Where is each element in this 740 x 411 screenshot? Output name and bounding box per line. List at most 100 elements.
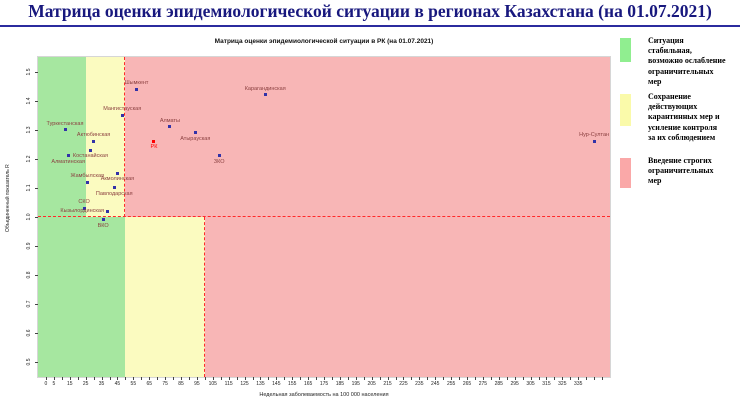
x-tick-label: 0	[44, 381, 48, 387]
x-tick-mark	[435, 377, 437, 380]
x-tick-mark	[411, 377, 413, 380]
data-point-label: Атырауская	[180, 135, 211, 142]
x-tick-mark	[443, 377, 445, 380]
data-point	[152, 139, 156, 143]
x-tick-mark	[188, 377, 190, 380]
x-tick-mark	[427, 377, 429, 380]
x-tick-mark	[339, 377, 341, 380]
x-tick-mark	[212, 377, 214, 380]
data-point	[85, 180, 89, 184]
y-tick-mark	[35, 71, 38, 73]
y-tick-mark	[35, 333, 38, 335]
data-point-label: ЗКО	[213, 158, 225, 165]
x-tick-mark	[347, 377, 349, 380]
x-tick-label: 155	[288, 381, 297, 387]
legend-text-line: мер	[648, 176, 662, 186]
x-tick-label: 245	[431, 381, 440, 387]
x-tick-mark	[363, 377, 365, 380]
x-tick-mark	[69, 377, 71, 380]
data-point-label: РК	[150, 144, 158, 151]
x-tick-label: 55	[130, 381, 137, 387]
data-point-label: Алматы	[159, 117, 180, 124]
zone-green-upper	[38, 57, 86, 217]
data-point	[106, 209, 110, 213]
x-tick-label: 265	[462, 381, 472, 387]
data-point	[63, 128, 67, 132]
x-tick-mark	[268, 377, 270, 380]
x-tick-mark	[538, 377, 540, 380]
x-tick-mark	[522, 377, 524, 380]
x-tick-label: 215	[383, 381, 392, 387]
y-tick-label: 0.5	[26, 358, 32, 366]
legend-text-stable: Ситуация стабильная, возможно ослабление ог…	[648, 36, 726, 87]
x-tick-label: 185	[335, 381, 345, 387]
x-tick-mark	[371, 377, 373, 380]
title-underline	[0, 25, 740, 27]
x-tick-mark	[125, 377, 127, 380]
x-tick-label: 315	[542, 381, 551, 387]
x-tick-mark	[498, 377, 500, 380]
x-tick-mark	[141, 377, 143, 380]
data-point-label: СКО	[78, 199, 90, 206]
x-tick-label: 325	[558, 381, 567, 387]
x-tick-mark	[467, 377, 468, 380]
zone-pink-upper	[125, 57, 610, 217]
x-tick-mark	[204, 377, 206, 380]
x-tick-mark	[570, 377, 572, 380]
x-tick-mark	[459, 377, 461, 380]
chart-title: Матрица оценки эпидемиологической ситуац…	[214, 38, 434, 45]
x-tick-label: 225	[399, 381, 408, 387]
y-tick-mark	[35, 304, 38, 306]
legend-text-line: карантинных мер и	[648, 112, 720, 122]
x-tick-label: 125	[240, 381, 249, 387]
legend-swatch-keep-measures	[620, 94, 631, 127]
data-point-label: Нур-Султан	[579, 132, 610, 139]
x-tick-mark	[474, 377, 476, 380]
x-tick-label: 145	[272, 381, 281, 387]
plot-area: 0 5 15 25 35 45 55 65 75 85 95 105 115 125 135 145 155 16…	[26, 56, 611, 387]
x-tick-mark	[514, 377, 516, 380]
x-tick-mark	[85, 377, 87, 380]
x-tick-label: 35	[98, 381, 105, 387]
y-tick-label: 0.9	[26, 242, 32, 250]
x-tick-mark	[586, 377, 588, 380]
data-point	[120, 113, 124, 117]
x-tick-mark	[181, 377, 182, 380]
data-point-label: Актюбинская	[76, 132, 111, 139]
x-tick-mark	[387, 377, 389, 380]
x-tick-label: 75	[162, 381, 168, 387]
x-tick-mark	[403, 377, 405, 380]
zone-yellow-upper	[85, 57, 126, 217]
x-tick-mark	[149, 377, 151, 380]
legend-text-line: ограничительных	[648, 166, 714, 176]
x-tick-mark	[284, 377, 286, 380]
x-tick-label: 95	[194, 381, 200, 387]
x-tick-mark	[308, 377, 310, 380]
y-tick-label: 1.2	[26, 155, 32, 163]
legend-text-keep-measures: Сохранение действующих карантинных мер и ус…	[648, 92, 720, 143]
y-tick-mark	[35, 100, 38, 102]
x-tick-label: 25	[82, 381, 89, 387]
y-tick-label: 0.8	[26, 271, 32, 279]
x-tick-mark	[260, 377, 262, 380]
threshold-line-r-equals-1	[38, 216, 610, 217]
x-tick-label: 165	[303, 381, 313, 387]
legend-text-line: Сохранение	[648, 92, 691, 102]
x-tick-mark	[316, 377, 318, 380]
legend-text-line: за их соблюдением	[648, 132, 716, 142]
x-tick-mark	[594, 377, 596, 380]
y-tick-label: 0.6	[26, 329, 32, 337]
x-tick-mark	[109, 377, 111, 380]
legend-text-line: Введение строгих	[648, 156, 712, 166]
x-tick-mark	[61, 377, 63, 380]
y-tick-mark	[35, 158, 38, 160]
x-tick-mark	[117, 377, 119, 380]
legend-swatch-stable	[620, 38, 631, 62]
x-tick-mark	[355, 377, 357, 380]
x-tick-mark	[93, 377, 95, 380]
y-tick-label: 1.0	[26, 213, 32, 221]
x-tick-mark	[45, 377, 47, 380]
legend-text-line: стабильная,	[648, 46, 692, 56]
y-tick-mark	[35, 217, 38, 218]
data-point	[82, 206, 86, 210]
